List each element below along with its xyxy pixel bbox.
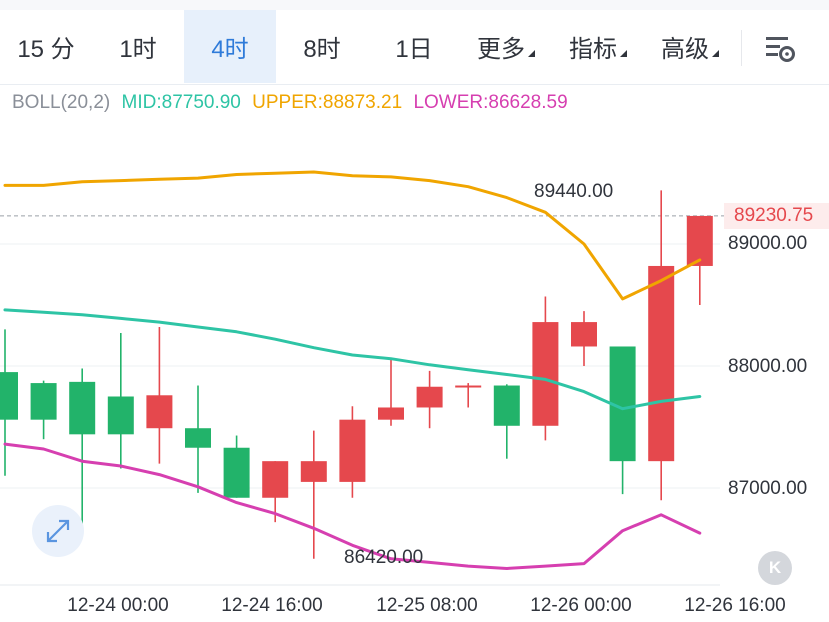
low-price-label: 86420.00 — [344, 547, 424, 568]
candle-body — [493, 385, 520, 426]
time-tick: 12-26 16:00 — [684, 595, 786, 616]
candle-body — [648, 265, 675, 462]
candle-body — [69, 381, 96, 435]
expand-arrows-icon — [46, 519, 70, 543]
dropdown-caret-icon — [528, 50, 535, 57]
boll-name: BOLL(20,2) — [12, 92, 111, 113]
scroll-to-latest-button[interactable]: K — [758, 551, 792, 585]
candle-body — [185, 428, 211, 448]
boll-lower-line — [3, 442, 702, 570]
time-tick: 12-24 16:00 — [221, 595, 323, 616]
dropdown-caret-icon — [712, 50, 719, 57]
tab-1h[interactable]: 1时 — [119, 36, 157, 63]
candlestick-chart[interactable] — [0, 84, 829, 622]
candle-body — [146, 395, 173, 429]
boll-mid-line — [3, 308, 702, 411]
candle-body — [223, 447, 250, 498]
boll-lower-value: LOWER:86628.59 — [413, 92, 568, 113]
candle-body — [107, 396, 134, 435]
time-tick: 12-26 00:00 — [530, 595, 632, 616]
candle-body — [300, 461, 327, 482]
candle-body — [262, 461, 289, 498]
tab-advanced[interactable]: 高级 — [644, 10, 736, 83]
boll-legend: BOLL(20,2) MID:87750.90 UPPER:88873.21 L… — [12, 92, 574, 114]
tab-15m[interactable]: 15 分 — [17, 36, 75, 63]
price-tick: 89000.00 — [728, 233, 808, 254]
tab-more[interactable]: 更多 — [460, 10, 552, 83]
chart-settings-icon[interactable] — [760, 28, 800, 68]
boll-upper-line — [3, 170, 702, 301]
interval-tab-bar: 15 分 1时 4时 8时 1日 更多 指标 高级 — [0, 0, 829, 85]
last-price-tag: 89230.75 — [724, 203, 829, 229]
tab-8h[interactable]: 8时 — [303, 36, 341, 63]
tab-4h[interactable]: 4时 — [184, 10, 276, 83]
candle-body — [339, 419, 366, 482]
high-price-label: 89440.00 — [534, 181, 614, 202]
dropdown-caret-icon — [620, 50, 627, 57]
candle-body — [455, 385, 482, 388]
boll-mid-value: MID:87750.90 — [121, 92, 241, 113]
time-tick: 12-25 08:00 — [376, 595, 478, 616]
candle-body — [0, 372, 18, 420]
candle-body — [686, 215, 713, 266]
fullscreen-button[interactable] — [32, 505, 84, 557]
tab-1d[interactable]: 1日 — [395, 36, 433, 63]
boll-upper-value: UPPER:88873.21 — [252, 92, 403, 113]
tab-divider — [741, 30, 742, 66]
candle-body — [571, 322, 597, 347]
top-strip — [0, 0, 829, 10]
time-tick: 12-24 00:00 — [67, 595, 169, 616]
price-tick: 87000.00 — [728, 478, 808, 499]
candle-body — [416, 386, 443, 408]
tab-indicators[interactable]: 指标 — [552, 10, 644, 83]
candle-body — [532, 322, 559, 426]
candle-body — [378, 407, 404, 420]
candle-body — [30, 383, 57, 420]
price-tick: 88000.00 — [728, 356, 808, 377]
